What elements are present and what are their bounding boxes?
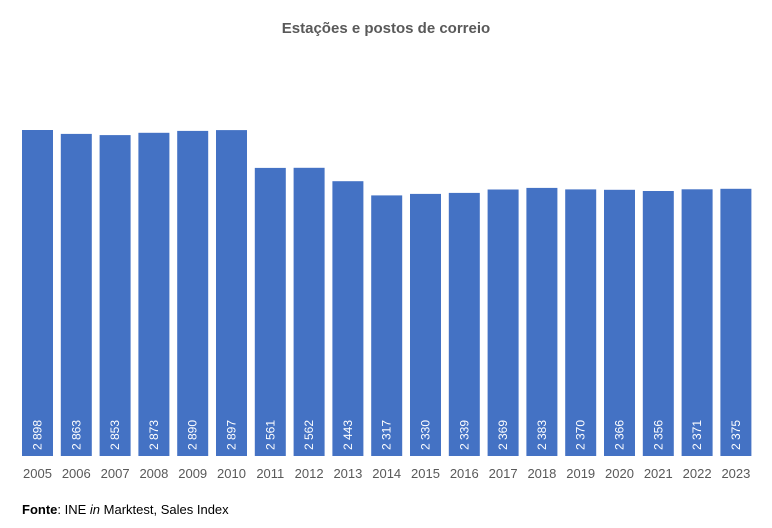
bar-2016	[448, 192, 480, 456]
value-label-2012: 2 562	[302, 420, 316, 450]
x-tick-label-2015: 2015	[411, 466, 440, 481]
bar-2017	[487, 189, 519, 456]
bar-2023	[720, 188, 752, 457]
bar-2007	[99, 135, 131, 456]
value-labels-layer: 2 898 2 863 2 853 2 873 2 890 2 897 2 561 2 562…	[31, 420, 743, 450]
x-tick-label-2017: 2017	[489, 466, 518, 481]
chart-title: Estações e postos de correio	[281, 20, 491, 37]
value-label-2019: 2 370	[574, 420, 588, 450]
bar-2012	[293, 167, 325, 457]
source-suffix: Marktest, Sales Index	[100, 502, 229, 517]
bar-2019	[565, 189, 597, 456]
bar-2005	[22, 130, 53, 456]
x-tick-label-2011: 2011	[256, 466, 284, 481]
bar-2008	[138, 132, 170, 457]
source-prefix: INE	[64, 502, 90, 517]
x-tick-label-2023: 2023	[721, 466, 750, 481]
value-label-2007: 2 853	[108, 420, 122, 450]
bar-2013	[332, 181, 364, 456]
bar-2014	[371, 195, 403, 456]
bar-2018	[526, 187, 558, 456]
x-tick-label-2007: 2007	[101, 466, 130, 481]
bar-2009	[177, 130, 209, 456]
value-label-2017: 2 369	[496, 420, 510, 450]
bars-layer	[22, 130, 752, 457]
bar-2011	[254, 167, 286, 456]
value-label-2023: 2 375	[729, 420, 743, 450]
value-label-2013: 2 443	[341, 420, 355, 450]
x-tick-label-2019: 2019	[566, 466, 595, 481]
x-tick-label-2012: 2012	[295, 466, 324, 481]
x-tick-label-2008: 2008	[139, 466, 168, 481]
value-label-2014: 2 317	[380, 420, 394, 450]
value-label-2009: 2 890	[186, 420, 200, 450]
value-label-2008: 2 873	[147, 420, 161, 450]
value-label-2021: 2 356	[651, 420, 665, 450]
value-label-2015: 2 330	[419, 420, 433, 450]
bar-2021	[642, 191, 674, 456]
x-tick-label-2020: 2020	[605, 466, 634, 481]
x-tick-label-2006: 2006	[62, 466, 91, 481]
value-label-2018: 2 383	[535, 420, 549, 450]
source-label: Fonte	[22, 502, 58, 517]
x-tick-label-2018: 2018	[527, 466, 556, 481]
source-note: Fonte: INE in Marktest, Sales Index	[22, 502, 229, 517]
value-label-2006: 2 863	[69, 420, 83, 450]
source-separator: :	[57, 502, 65, 517]
bar-2010	[216, 130, 247, 456]
x-axis-ticks: 2005 2006 2007 2008 2009 2010 2011 2012 2013 2014…	[23, 466, 750, 481]
value-label-2020: 2 366	[613, 420, 627, 450]
x-tick-label-2009: 2009	[178, 466, 207, 481]
x-tick-label-2016: 2016	[450, 466, 479, 481]
x-tick-label-2014: 2014	[372, 466, 401, 481]
x-tick-label-2021: 2021	[644, 466, 673, 481]
x-tick-label-2010: 2010	[217, 466, 246, 481]
source-italic: in	[89, 502, 101, 517]
x-tick-label-2005: 2005	[23, 466, 52, 481]
value-label-2005: 2 898	[31, 420, 45, 450]
x-tick-label-2013: 2013	[333, 466, 362, 481]
bar-2015	[410, 193, 441, 456]
value-label-2016: 2 339	[457, 420, 471, 450]
value-label-2011: 2 561	[263, 420, 277, 450]
bar-2006	[60, 133, 92, 456]
bar-2022	[681, 189, 713, 457]
value-label-2022: 2 371	[690, 420, 704, 450]
bar-2020	[604, 189, 635, 457]
value-label-2010: 2 897	[225, 420, 239, 450]
x-tick-label-2022: 2022	[683, 466, 712, 481]
